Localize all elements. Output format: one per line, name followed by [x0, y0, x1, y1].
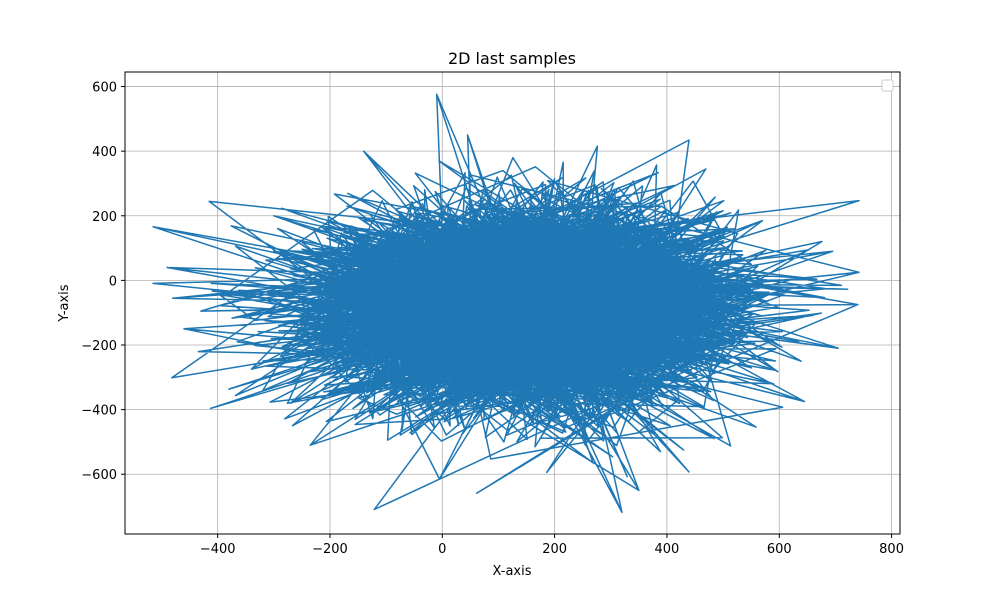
- series-line-0: [152, 93, 860, 514]
- axes-frame: [124, 71, 901, 535]
- y-tick-label: 400: [92, 145, 117, 160]
- x-tick-label: 0: [438, 542, 446, 557]
- y-tick-label: −200: [81, 339, 117, 354]
- x-tick-label: 200: [542, 542, 567, 557]
- y-tick-label: −400: [81, 404, 117, 419]
- x-tick-label: 800: [879, 542, 904, 557]
- y-axis-label: Y-axis: [57, 284, 72, 322]
- x-tick-label: −400: [200, 542, 236, 557]
- x-tick-label: −200: [312, 542, 348, 557]
- legend-box: [881, 79, 894, 92]
- x-tick-label: 400: [655, 542, 680, 557]
- x-tick-label: 600: [767, 542, 792, 557]
- y-tick-label: 200: [92, 210, 117, 225]
- chart-title: 2D last samples: [448, 49, 576, 68]
- x-axis-label: X-axis: [493, 564, 532, 579]
- plot-area: [152, 93, 860, 514]
- y-tick-label: −600: [81, 468, 117, 483]
- ticks: −400 −200 0 200 400 600 800 −600 −400 −200 0 200 400…: [81, 81, 904, 557]
- y-tick-label: 600: [92, 81, 117, 96]
- y-tick-label: 0: [109, 274, 117, 289]
